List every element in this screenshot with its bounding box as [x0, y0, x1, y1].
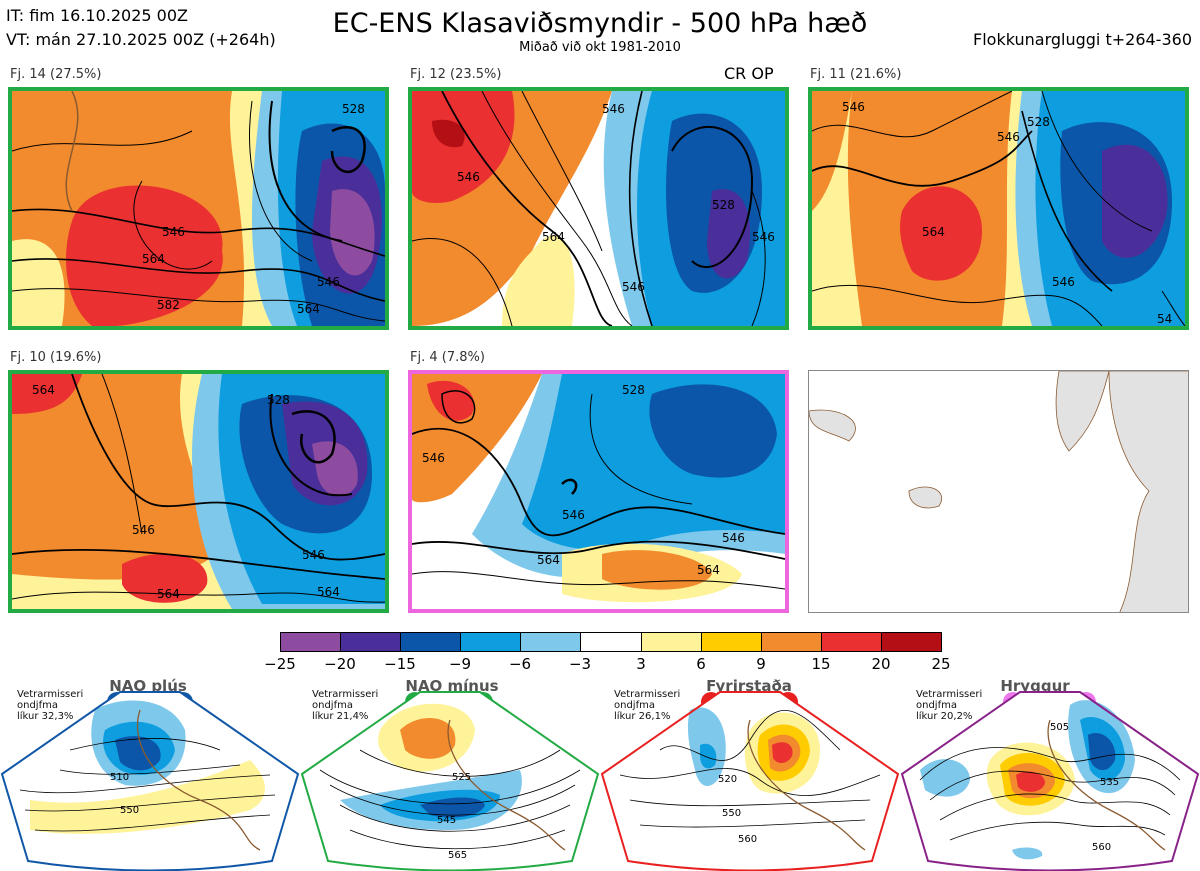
- contour-label: 546: [422, 451, 445, 465]
- panel-label: Fj. 12 (23.5%): [410, 67, 502, 82]
- cluster-map-3: 546 546 564 528 546 54: [808, 87, 1189, 330]
- colorbar-swatch: [701, 633, 762, 651]
- valid-time: VT: mán 27.10.2025 00Z (+264h): [6, 30, 276, 49]
- colorbar-swatch: [641, 633, 702, 651]
- contour-label: 546: [622, 280, 645, 294]
- contour-label: 560: [738, 834, 757, 845]
- contour-label: 546: [457, 170, 480, 184]
- contour-label: 546: [302, 548, 325, 562]
- regime-map-nao-minus: 525 545 565: [300, 691, 600, 871]
- contour-label: 564: [32, 383, 55, 397]
- contour-label: 546: [562, 508, 585, 522]
- colorbar-tick: −25: [264, 655, 296, 673]
- panel-label: Fj. 10 (19.6%): [10, 350, 102, 365]
- colorbar: [280, 632, 942, 652]
- contour-label: 564: [922, 225, 945, 239]
- regime-title: NAO plús: [109, 677, 187, 695]
- regime-map-ridge: 505 535 560: [900, 691, 1200, 871]
- contour-label: 564: [697, 563, 720, 577]
- regime-map-blocking: 520 550 560: [600, 691, 900, 871]
- colorbar-swatch: [401, 633, 462, 651]
- classification-window: Flokkunargluggi t+264-360: [973, 30, 1192, 49]
- regime-note: Vetrarmisseri ondjfma líkur 26,1%: [614, 689, 681, 722]
- cluster-map-1: 546 564 582 528 546 564: [8, 87, 389, 330]
- contour-label: 54: [1157, 312, 1172, 326]
- regime-title: Hryggur: [1000, 677, 1070, 695]
- cluster-map-2: 546 546 564 546 528 546: [408, 87, 789, 330]
- contour-label: 546: [997, 130, 1020, 144]
- colorbar-tick: 3: [636, 655, 646, 673]
- contour-label: 528: [622, 383, 645, 397]
- contour-label: 545: [437, 815, 456, 826]
- control-run-label: CR OP: [724, 64, 774, 83]
- cluster-map-4: 564 528 546 546 564 564: [8, 370, 389, 613]
- contour-label: 564: [317, 585, 340, 599]
- contour-label: 528: [267, 393, 290, 407]
- contour-label: 564: [142, 252, 165, 266]
- contour-label: 565: [448, 850, 467, 861]
- panel-label: Fj. 11 (21.6%): [810, 67, 902, 82]
- colorbar-tick: −9: [448, 655, 472, 673]
- colorbar-swatch: [761, 633, 822, 651]
- page-subtitle: Miðað við okt 1981-2010: [519, 40, 681, 55]
- contour-label: 564: [542, 230, 565, 244]
- colorbar-tick: −20: [324, 655, 356, 673]
- contour-label: 520: [718, 774, 737, 785]
- contour-label: 546: [602, 102, 625, 116]
- contour-label: 505: [1050, 722, 1069, 733]
- contour-label: 528: [712, 198, 735, 212]
- colorbar-tick: −6: [508, 655, 532, 673]
- contour-label: 528: [1027, 115, 1050, 129]
- contour-label: 564: [537, 553, 560, 567]
- page-title: EC-ENS Klasaviðsmyndir - 500 hPa hæð: [332, 8, 868, 39]
- colorbar-tick: 6: [696, 655, 706, 673]
- contour-label: 582: [157, 298, 180, 312]
- colorbar-tick: 20: [871, 655, 891, 673]
- contour-label: 546: [162, 225, 185, 239]
- contour-label: 546: [132, 523, 155, 537]
- regime-title: Fyrirstaða: [706, 677, 792, 695]
- colorbar-swatch: [821, 633, 882, 651]
- contour-label: 525: [452, 772, 471, 783]
- contour-label: 546: [722, 531, 745, 545]
- colorbar-tick: 15: [811, 655, 831, 673]
- contour-label: 564: [297, 302, 320, 316]
- colorbar-tick: −15: [384, 655, 416, 673]
- regime-title: NAO mínus: [405, 677, 499, 695]
- contour-label: 546: [317, 275, 340, 289]
- regime-note: Vetrarmisseri ondjfma líkur 21,4%: [312, 689, 379, 722]
- contour-label: 550: [722, 808, 741, 819]
- blank-reference-map: [808, 370, 1189, 613]
- colorbar-swatch: [461, 633, 522, 651]
- colorbar-tick: −3: [568, 655, 592, 673]
- colorbar-tick: 25: [931, 655, 951, 673]
- panel-label: Fj. 14 (27.5%): [10, 67, 102, 82]
- contour-label: 546: [842, 100, 865, 114]
- colorbar-swatch: [521, 633, 582, 651]
- contour-label: 535: [1100, 777, 1119, 788]
- init-time: IT: fim 16.10.2025 00Z: [6, 6, 188, 25]
- colorbar-swatch: [881, 633, 942, 651]
- colorbar-swatch: [281, 633, 342, 651]
- regime-note: Vetrarmisseri ondjfma líkur 32,3%: [17, 689, 84, 722]
- colorbar-swatch: [341, 633, 402, 651]
- header-info: IT: fim 16.10.2025 00Z VT: mán 27.10.202…: [6, 4, 276, 52]
- colorbar-tick: 9: [756, 655, 766, 673]
- contour-label: 564: [157, 587, 180, 601]
- contour-label: 560: [1092, 842, 1111, 853]
- regime-map-nao-plus: 510 550: [0, 691, 300, 871]
- regime-note: Vetrarmisseri ondjfma líkur 20,2%: [916, 689, 983, 722]
- contour-label: 510: [110, 772, 129, 783]
- colorbar-swatch: [581, 633, 642, 651]
- panel-label: Fj. 4 (7.8%): [410, 350, 485, 365]
- contour-label: 546: [752, 230, 775, 244]
- cluster-map-5: 546 528 546 546 564 564: [408, 370, 789, 613]
- contour-label: 546: [1052, 275, 1075, 289]
- contour-label: 528: [342, 102, 365, 116]
- contour-label: 550: [120, 805, 139, 816]
